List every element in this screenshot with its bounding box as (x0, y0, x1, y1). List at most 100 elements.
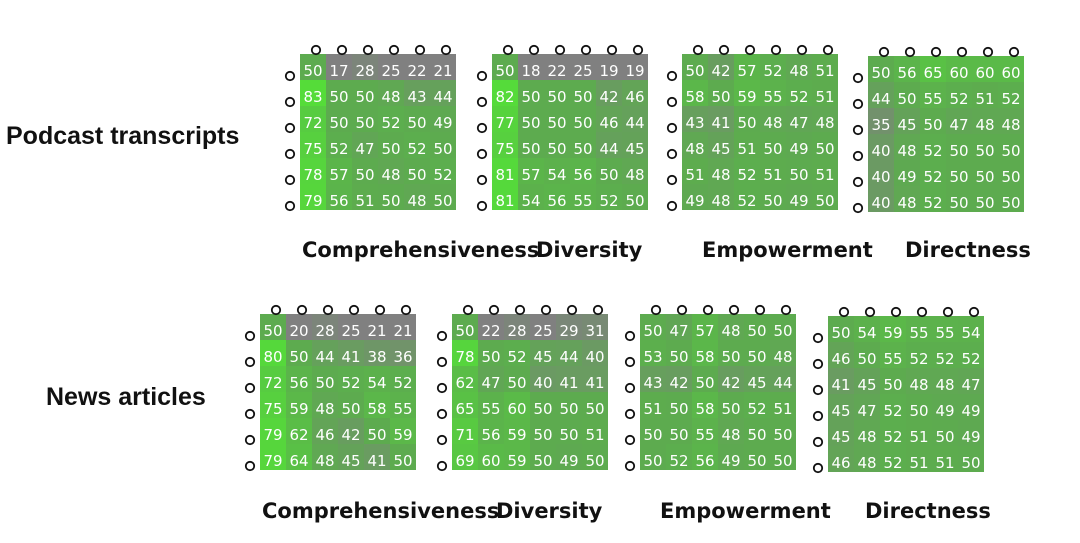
heatmap-cell (544, 80, 571, 107)
heatmap-cell-value: 56 (897, 64, 916, 82)
heatmap-cell (718, 444, 745, 470)
heatmap-cell (286, 444, 313, 470)
heatmap-cell (880, 368, 907, 395)
heatmap-cell-value: 48 (975, 116, 994, 134)
heatmap-cell-value: 56 (547, 192, 566, 210)
heatmap-cell (478, 314, 505, 341)
heatmap-cell (718, 366, 745, 393)
heatmap-cell-value: 50 (669, 400, 688, 418)
heatmap-cell (932, 420, 959, 447)
heatmap-cell (404, 132, 431, 159)
heatmap-cell (854, 316, 881, 343)
heatmap-cell-value: 50 (547, 88, 566, 106)
heatmap-cell (390, 444, 416, 470)
heatmap-cell-value: 54 (367, 374, 386, 392)
column-marker (822, 44, 834, 56)
heatmap-cell (682, 132, 709, 159)
heatmap-cell-value: 22 (547, 62, 566, 80)
heatmap-cell (378, 106, 405, 133)
column-marker (514, 304, 526, 316)
heatmap-cell (390, 340, 416, 367)
heatmap-cell-value: 60 (1001, 64, 1020, 82)
heatmap-cell-value: 50 (263, 322, 282, 340)
heatmap-cell (300, 158, 327, 185)
heatmap-cell (958, 342, 984, 369)
metric-label-empowerment-podcast: Empowerment (702, 238, 873, 262)
heatmap-cell (286, 314, 313, 341)
heatmap-cell-value: 50 (949, 194, 968, 212)
heatmap-cell (828, 420, 855, 447)
heatmap-cell-value: 45 (625, 140, 644, 158)
heatmap-cell (582, 366, 608, 393)
metric-label-comprehensiveness-news: Comprehensiveness (262, 499, 500, 523)
metric-label-diversity-news: Diversity (496, 499, 603, 523)
heatmap-cell (338, 444, 365, 470)
heatmap-cell-value: 50 (355, 88, 374, 106)
heatmap-cell (260, 418, 287, 445)
heatmap-cell-value: 49 (433, 114, 452, 132)
heatmap-cell (452, 366, 479, 393)
heatmap-cell (404, 80, 431, 107)
heatmap-cell-value: 40 (871, 168, 890, 186)
heatmap-cell (760, 132, 787, 159)
heatmap-cell (378, 184, 405, 210)
heatmap-cell-value: 79 (263, 426, 282, 444)
heatmap-cell (786, 158, 813, 185)
heatmap-cell-value: 50 (521, 140, 540, 158)
heatmap-cell-value: 50 (407, 166, 426, 184)
heatmap-cell-value: 52 (737, 166, 756, 184)
heatmap-cell-value: 43 (643, 374, 662, 392)
heatmap-cell-value: 81 (495, 166, 514, 184)
row-label-news: News articles (46, 383, 206, 411)
heatmap-cell (958, 420, 984, 447)
heatmap-cell-value: 48 (935, 376, 954, 394)
heatmap-cell-value: 50 (695, 374, 714, 392)
heatmap-cell (744, 366, 771, 393)
heatmap-cell-value: 48 (897, 194, 916, 212)
column-marker (540, 304, 552, 316)
heatmap-cell (430, 80, 456, 107)
heatmap-cell (640, 392, 667, 419)
heatmap-cell (378, 54, 405, 81)
column-marker (592, 304, 604, 316)
heatmap-podcast-comprehensiveness: 50 17 28 25 22 21 83 50 50 48 43 44 72 50 50 52 50 49 75 52… (284, 44, 456, 212)
heatmap-cell (906, 394, 933, 421)
heatmap-cell (352, 132, 379, 159)
heatmap-cell-value: 50 (643, 452, 662, 470)
heatmap-cell (640, 314, 667, 341)
heatmap-cell-value: 50 (625, 192, 644, 210)
heatmap-cell (404, 158, 431, 185)
heatmap-cell-value: 50 (1001, 168, 1020, 186)
heatmap-cell-value: 45 (533, 348, 552, 366)
heatmap-cell (770, 444, 796, 470)
heatmap-cell (570, 184, 597, 210)
heatmap-cell (544, 184, 571, 210)
heatmap-cell-value: 52 (883, 402, 902, 420)
heatmap-cell-value: 49 (685, 192, 704, 210)
row-marker (852, 72, 864, 84)
heatmap-cell-value: 46 (315, 426, 334, 444)
column-marker (956, 46, 968, 58)
heatmap-cell-value: 50 (303, 62, 322, 80)
heatmap-cell (812, 80, 838, 107)
heatmap-cell-value: 79 (263, 452, 282, 470)
heatmap-cell-value: 40 (585, 348, 604, 366)
heatmap-cell (518, 132, 545, 159)
column-marker (864, 306, 876, 318)
heatmap-cell (682, 80, 709, 107)
heatmap-cell-value: 50 (329, 114, 348, 132)
heatmap-cell-value: 42 (669, 374, 688, 392)
heatmap-cell-value: 59 (289, 400, 308, 418)
heatmap-cell (452, 418, 479, 445)
heatmap-cell-value: 51 (815, 62, 834, 80)
heatmap-cell (390, 392, 416, 419)
heatmap-cell (718, 314, 745, 341)
heatmap-cell (622, 132, 648, 159)
heatmap-cell (708, 158, 735, 185)
heatmap-cell-value: 48 (721, 426, 740, 444)
heatmap-cell (734, 158, 761, 185)
column-marker (336, 44, 348, 56)
column-marker (400, 304, 412, 316)
heatmap-cell (760, 184, 787, 210)
column-marker (796, 44, 808, 56)
